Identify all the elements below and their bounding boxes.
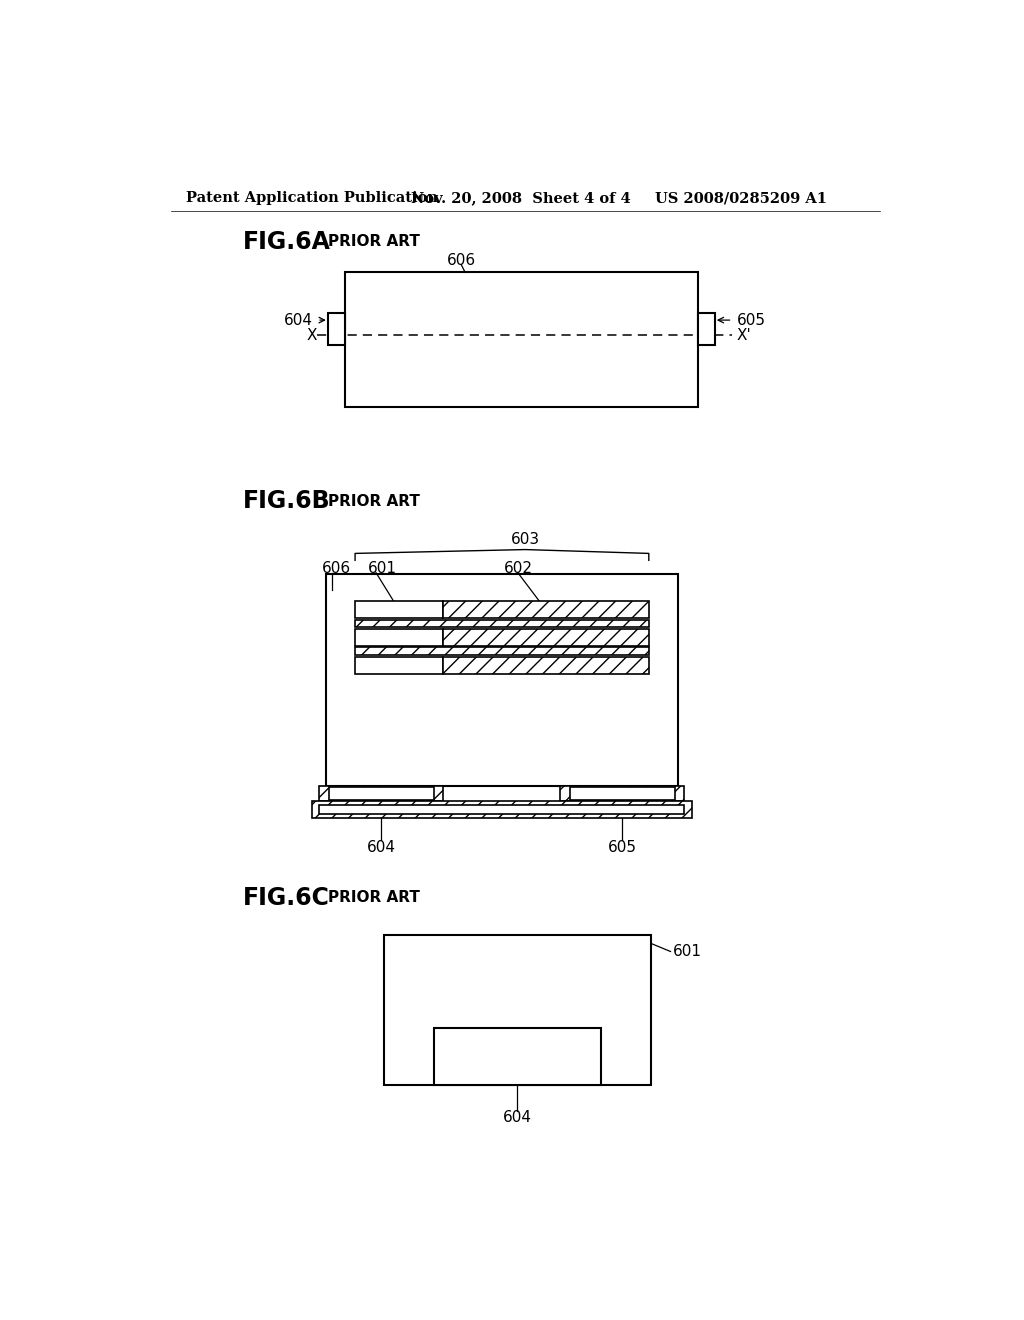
Bar <box>355 619 649 627</box>
Text: X': X' <box>736 327 752 343</box>
Text: 603: 603 <box>511 532 540 546</box>
Text: FIG.6B: FIG.6B <box>243 488 331 513</box>
Bar <box>328 313 345 345</box>
Bar <box>329 788 434 800</box>
Bar <box>355 647 649 655</box>
Text: FIG.6C: FIG.6C <box>243 886 330 909</box>
Text: 602: 602 <box>504 561 532 576</box>
Text: 605: 605 <box>608 840 637 855</box>
Text: FIG.6A: FIG.6A <box>243 230 331 253</box>
Text: X: X <box>306 327 316 343</box>
Text: 604: 604 <box>503 1110 531 1125</box>
Bar <box>311 801 692 818</box>
Text: Patent Application Publication: Patent Application Publication <box>186 191 438 206</box>
Text: PRIOR ART: PRIOR ART <box>328 234 420 249</box>
Bar <box>434 1028 601 1085</box>
Bar <box>560 785 684 801</box>
Bar <box>442 656 649 673</box>
Text: Nov. 20, 2008  Sheet 4 of 4: Nov. 20, 2008 Sheet 4 of 4 <box>411 191 631 206</box>
Text: PRIOR ART: PRIOR ART <box>328 890 420 906</box>
Bar <box>319 805 684 814</box>
Bar <box>345 272 697 407</box>
Bar <box>569 788 675 800</box>
Text: 604: 604 <box>284 313 312 327</box>
Bar <box>442 628 649 645</box>
Text: 605: 605 <box>737 313 766 327</box>
Text: 606: 606 <box>322 561 351 576</box>
Bar <box>442 601 649 618</box>
Text: 601: 601 <box>673 944 701 960</box>
Text: 606: 606 <box>446 252 476 268</box>
Text: PRIOR ART: PRIOR ART <box>328 494 420 508</box>
Bar <box>355 656 442 673</box>
Text: 604: 604 <box>367 840 396 855</box>
Bar <box>319 785 443 801</box>
Bar <box>355 601 442 618</box>
Bar <box>355 628 442 645</box>
Text: 601: 601 <box>369 561 397 576</box>
Bar <box>384 935 651 1085</box>
Text: US 2008/0285209 A1: US 2008/0285209 A1 <box>655 191 827 206</box>
Bar <box>697 313 715 345</box>
Bar <box>326 574 678 785</box>
